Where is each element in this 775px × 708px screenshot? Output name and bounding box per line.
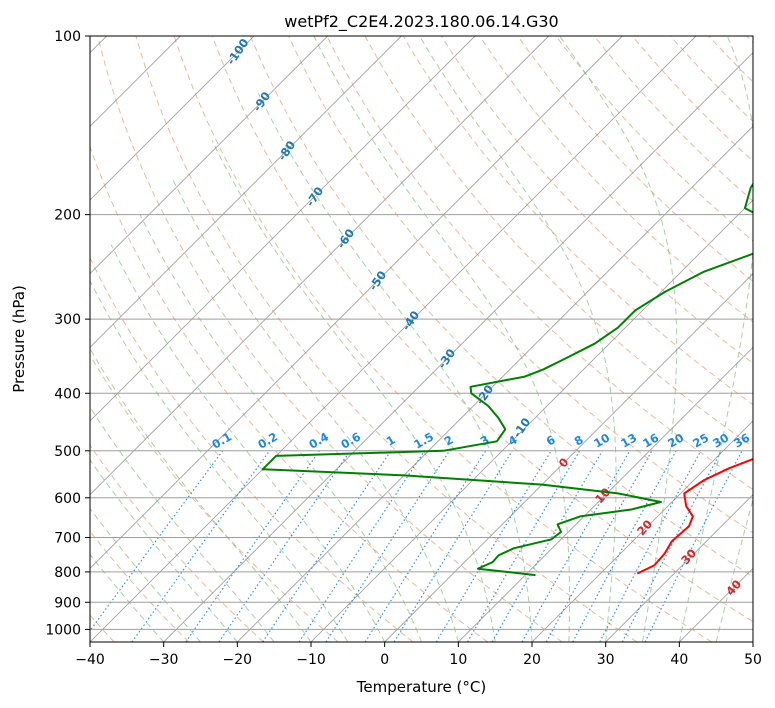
isotherm [237, 125, 753, 642]
x-tick-label: −30 [149, 652, 179, 668]
x-tick-label: −20 [223, 652, 253, 668]
y-tick-label: 500 [54, 444, 81, 460]
mixing-ratio-label: 16 [640, 431, 661, 451]
moist-adiabat [678, 36, 753, 642]
y-axis-label: Pressure (hPa) [10, 285, 28, 393]
mixing-ratio-label: 20 [665, 431, 686, 451]
mixing-ratio-line [521, 450, 631, 642]
moist-adiabat [90, 507, 201, 642]
y-tick-label: 900 [54, 595, 81, 611]
y-tick-label: 400 [54, 386, 81, 402]
x-axis: −40 −30 −20 −10 0 10 20 30 40 50 [75, 642, 762, 668]
isotherm [90, 36, 402, 348]
mixing-ratio-line [185, 450, 320, 642]
mixing-ratio-label: 13 [618, 431, 639, 451]
mixing-ratio-line [131, 450, 270, 642]
mixing-ratio-line [545, 450, 653, 642]
moist-adiabat [257, 93, 533, 642]
dewpoint-line [261, 182, 753, 577]
dry-adiabat [479, 36, 753, 323]
y-tick-label: 800 [54, 565, 81, 581]
mixing-ratio-line [572, 450, 677, 642]
moist-adiabat [715, 497, 753, 642]
isotherm [458, 346, 753, 642]
x-tick-label: 0 [380, 652, 389, 668]
x-tick-label: 50 [744, 652, 762, 668]
moist-adiabat [110, 244, 386, 642]
dry-adiabat [90, 444, 264, 642]
isotherm [90, 36, 255, 201]
dry-adiabat [364, 36, 753, 448]
moist-adiabat [139, 214, 422, 642]
mixing-ratio-line [491, 450, 603, 642]
mixing-ratio-label: 10 [591, 431, 612, 451]
dry-adiabat [631, 36, 753, 162]
isotherm [90, 36, 697, 642]
mixing-ratio-line [218, 450, 351, 642]
y-axis: 100 200 300 400 500 600 700 800 900 1000 [45, 29, 90, 638]
y-tick-label: 100 [54, 29, 81, 45]
moist-adiabat [90, 279, 349, 642]
isotherm [163, 52, 753, 642]
isotherm [605, 494, 753, 642]
y-tick-label: 600 [54, 491, 81, 507]
moist-adiabat [90, 406, 275, 642]
isotherm [384, 273, 753, 642]
y-tick-label: 1000 [45, 622, 81, 638]
mixing-ratio-label: 36 [731, 431, 752, 451]
moist-adiabat [90, 459, 238, 642]
mixing-ratio-label: 30 [710, 431, 731, 451]
y-tick-label: 700 [54, 531, 81, 547]
x-tick-label: 40 [670, 652, 688, 668]
moist-adiabat [559, 36, 678, 642]
x-tick-label: 30 [597, 652, 615, 668]
x-tick-label: 10 [449, 652, 467, 668]
isotherm [90, 36, 476, 422]
mixing-ratio-label: 25 [690, 431, 711, 451]
y-tick-label: 300 [54, 312, 81, 328]
mixing-ratio-line [466, 450, 581, 642]
temperature-line [636, 457, 753, 575]
x-axis-label: Temperature (°C) [356, 678, 486, 696]
mixing-ratio-line [90, 450, 223, 632]
isotherm [310, 199, 753, 642]
mixing-ratio-line [325, 450, 450, 642]
plot-area [90, 36, 753, 642]
background-lines [90, 36, 753, 642]
y-tick-label: 200 [54, 208, 81, 224]
moist-adiabat [172, 179, 459, 642]
plot-frame [89, 35, 754, 643]
profile-lines [261, 182, 753, 577]
isotherm [90, 36, 328, 275]
dry-adiabat [135, 36, 638, 642]
dry-adiabat [326, 36, 753, 491]
dry-adiabat [97, 36, 563, 642]
chart-title: wetPf2_C2E4.2023.180.06.14.G30 [284, 12, 558, 32]
isotherm [531, 420, 753, 642]
dry-adiabat [250, 36, 753, 578]
isotherm [90, 36, 549, 496]
dry-adiabat [402, 36, 753, 406]
x-tick-label: −10 [296, 652, 326, 668]
isotherm [90, 36, 623, 569]
x-tick-label: 20 [523, 652, 541, 668]
dry-adiabat [211, 36, 753, 623]
moist-adiabat [419, 36, 617, 642]
mixing-ratio-line [364, 450, 487, 642]
mixing-ratio-line [393, 450, 513, 642]
dry-adiabat [90, 256, 414, 642]
dry-adiabat [517, 36, 753, 282]
x-tick-label: −40 [75, 652, 105, 668]
